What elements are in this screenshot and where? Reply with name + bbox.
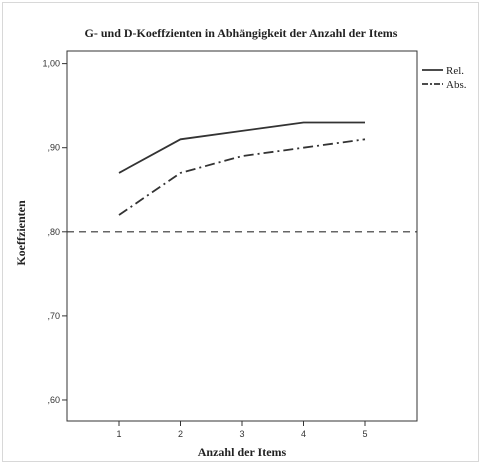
y-tick-label: ,80	[47, 227, 60, 237]
x-axis-label: Anzahl der Items	[198, 445, 287, 459]
x-tick-label: 1	[116, 429, 121, 439]
chart-title: G- und D-Koeffzienten in Abhängigkeit de…	[85, 26, 398, 40]
y-axis: ,60 ,70 ,80 ,90 1,00	[42, 59, 67, 405]
x-tick-label: 5	[362, 429, 367, 439]
y-tick-label: ,70	[47, 311, 60, 321]
line-chart: G- und D-Koeffzienten in Abhängigkeit de…	[14, 26, 467, 459]
y-tick-label: ,60	[47, 395, 60, 405]
y-tick-label: 1,00	[42, 59, 60, 69]
legend-label: Abs.	[446, 79, 467, 91]
series-line-rel	[118, 121, 365, 174]
y-tick-label: ,90	[47, 143, 60, 153]
series-lines	[118, 121, 366, 216]
x-tick-label: 2	[178, 429, 183, 439]
x-axis: 1 2 3 4 5	[116, 421, 368, 439]
y-axis-label: Koeffzienten	[14, 200, 28, 266]
x-tick-label: 4	[301, 429, 306, 439]
legend: Rel. Abs.	[422, 65, 467, 91]
x-tick-label: 3	[239, 429, 244, 439]
series-line-abs	[118, 138, 366, 216]
legend-label: Rel.	[446, 65, 464, 77]
plot-area	[66, 50, 418, 422]
